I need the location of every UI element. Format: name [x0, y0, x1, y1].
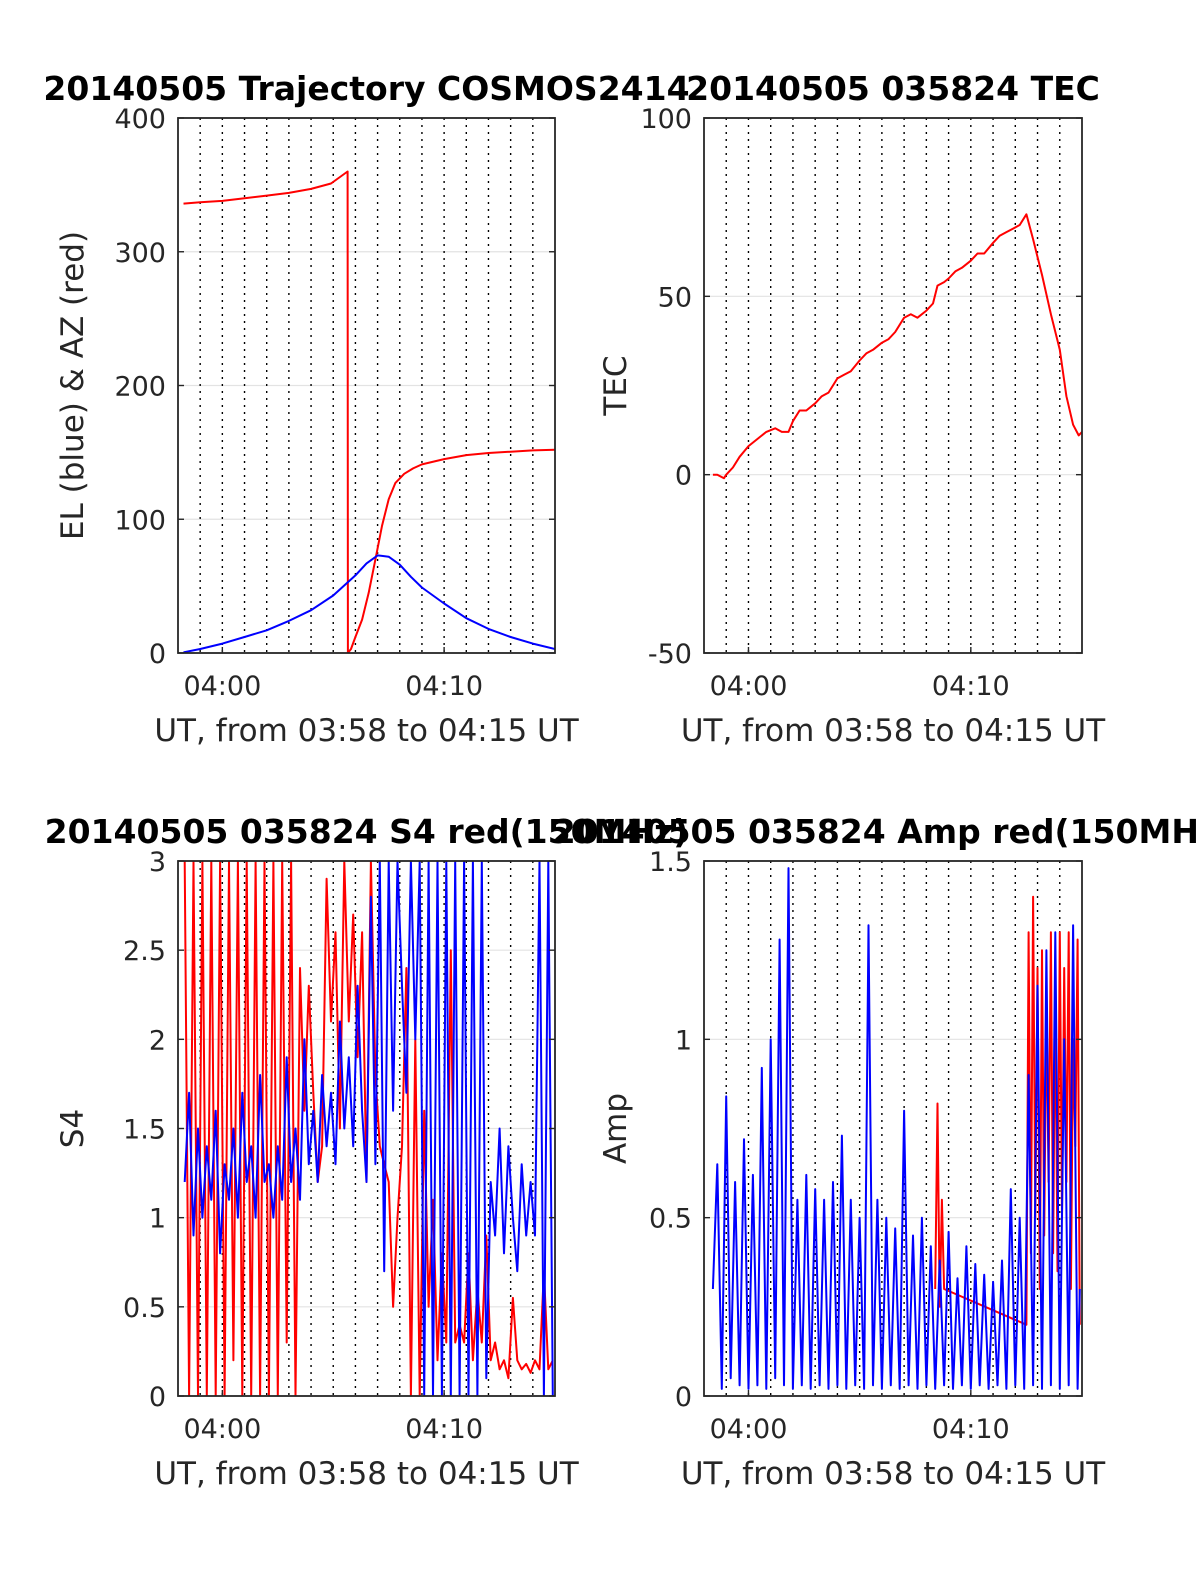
axes-box [703, 117, 1083, 654]
y-tick-label: 100 [114, 505, 166, 536]
y-tick-label: 400 [114, 104, 166, 135]
x-axis-label: UT, from 03:58 to 04:15 UT [681, 713, 1106, 749]
series-group [183, 170, 555, 653]
y-tick-label: 1.5 [123, 1115, 166, 1146]
chart-tec: -50 0 50 100 04:00 04:10 UT, from 03:58 to 04:… [598, 69, 1106, 749]
y-tick-label: 200 [114, 372, 166, 403]
x-axis-label: UT, from 03:58 to 04:15 UT [154, 1456, 579, 1492]
y-tick-label: 0.5 [123, 1293, 166, 1324]
y-tick-label: 1 [675, 1025, 692, 1056]
series-line-1 [183, 861, 554, 1396]
chart-title: 20140505 035824 TEC [686, 69, 1100, 108]
x-tick-label: 04:00 [710, 1414, 788, 1445]
y-tick-label: 2.5 [123, 936, 166, 967]
y-tick-label: 0 [675, 461, 692, 492]
chart-title: 20140505 035824 S4 red(150MHz) [45, 812, 689, 851]
x-tick-label: 04:00 [183, 1414, 261, 1445]
chart-s4: 0 0.5 1 1.5 2 2.5 3 04:00 04:10 UT, from 03:58 to… [45, 812, 689, 1492]
series-group [711, 867, 1081, 1390]
y-tick-label: 1.5 [649, 847, 692, 878]
chart-amp: 0 0.5 1 1.5 04:00 04:10 UT, from 03:58 to 04:1… [553, 812, 1200, 1492]
y-tick-label: 3 [149, 847, 166, 878]
x-axis-label: UT, from 03:58 to 04:15 UT [681, 1456, 1106, 1492]
series-group [183, 861, 554, 1396]
x-tick-label: 04:00 [710, 671, 788, 702]
x-tick-label: 04:10 [405, 671, 483, 702]
x-tick-label: 04:10 [932, 1414, 1010, 1445]
y-axis-label: S4 [55, 1109, 91, 1148]
y-tick-label: -50 [648, 639, 692, 670]
y-tick-label: 0 [149, 639, 166, 670]
x-tick-label: 04:10 [405, 1414, 483, 1445]
axes-box [703, 860, 1083, 1397]
x-tick-label: 04:10 [932, 671, 1010, 702]
y-tick-label: 2 [149, 1025, 166, 1056]
y-tick-label: 100 [640, 104, 692, 135]
series-line-1 [183, 554, 555, 653]
y-tick-label: 0 [149, 1382, 166, 1413]
y-axis-label: Amp [598, 1093, 634, 1164]
series-group [712, 213, 1082, 480]
x-axis-label: UT, from 03:58 to 04:15 UT [154, 713, 579, 749]
y-axis-label: TEC [598, 355, 634, 416]
chart-title: 20140505 035824 Amp red(150MHz) [553, 812, 1200, 851]
x-tick-label: 04:00 [183, 671, 261, 702]
chart-trajectory: 0 100 200 300 400 04:00 04:10 UT, from 03:58 to… [43, 69, 689, 749]
y-tick-label: 1 [149, 1204, 166, 1235]
y-tick-label: 0.5 [649, 1204, 692, 1235]
y-tick-label: 50 [658, 282, 692, 313]
series-line-1 [711, 867, 1081, 1390]
y-tick-label: 300 [114, 238, 166, 269]
y-axis-label: EL (blue) & AZ (red) [55, 231, 91, 540]
series-line-0 [183, 170, 555, 653]
chart-title: 20140505 Trajectory COSMOS2414 [43, 69, 689, 108]
series-line-0 [712, 213, 1082, 480]
y-tick-label: 0 [675, 1382, 692, 1413]
